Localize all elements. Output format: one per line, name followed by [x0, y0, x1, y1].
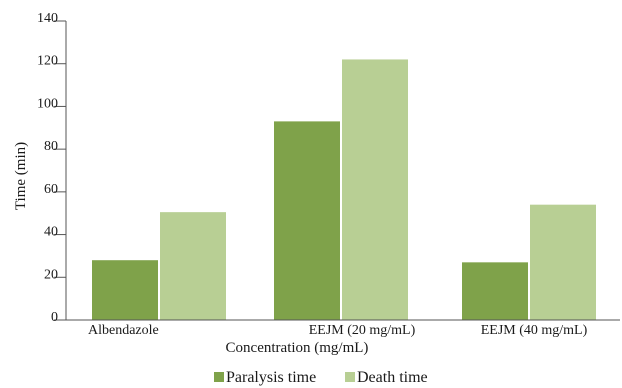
bar-death-time	[342, 59, 408, 320]
bar-paralysis-time	[92, 260, 158, 320]
legend-swatch	[214, 372, 224, 382]
y-tick-label: 0	[51, 310, 58, 325]
x-axis-label: Concentration (mg/mL)	[226, 340, 369, 356]
bar-paralysis-time	[274, 121, 340, 320]
x-axis-ticks: Albendazole EEJM (20 mg/mL) EEJM (40 mg/mL…	[88, 323, 588, 338]
y-tick-label: 20	[44, 267, 58, 282]
x-tick-label: EEJM (40 mg/mL)	[481, 323, 588, 338]
y-axis-label: Time (min)	[13, 142, 29, 210]
legend-label: Paralysis time	[226, 369, 316, 386]
bars-group	[92, 59, 596, 320]
legend-label: Death time	[357, 369, 428, 386]
y-tick-label: 60	[44, 182, 58, 197]
bar-death-time	[160, 212, 226, 320]
y-tick-label: 140	[37, 11, 58, 26]
y-tick-label: 120	[37, 54, 58, 69]
y-tick-label: 40	[44, 225, 58, 240]
x-tick-label: Albendazole	[88, 323, 159, 338]
bar-paralysis-time	[462, 262, 528, 320]
y-tick-label: 100	[37, 96, 58, 111]
y-axis-ticks: 0 20 40 60 80 100 120 140	[37, 11, 66, 325]
bar-death-time	[530, 204, 596, 320]
y-tick-label: 80	[44, 139, 58, 154]
legend-swatch	[345, 372, 355, 382]
legend: Paralysis time Death time	[214, 369, 428, 386]
x-tick-label: EEJM (20 mg/mL)	[309, 323, 416, 338]
